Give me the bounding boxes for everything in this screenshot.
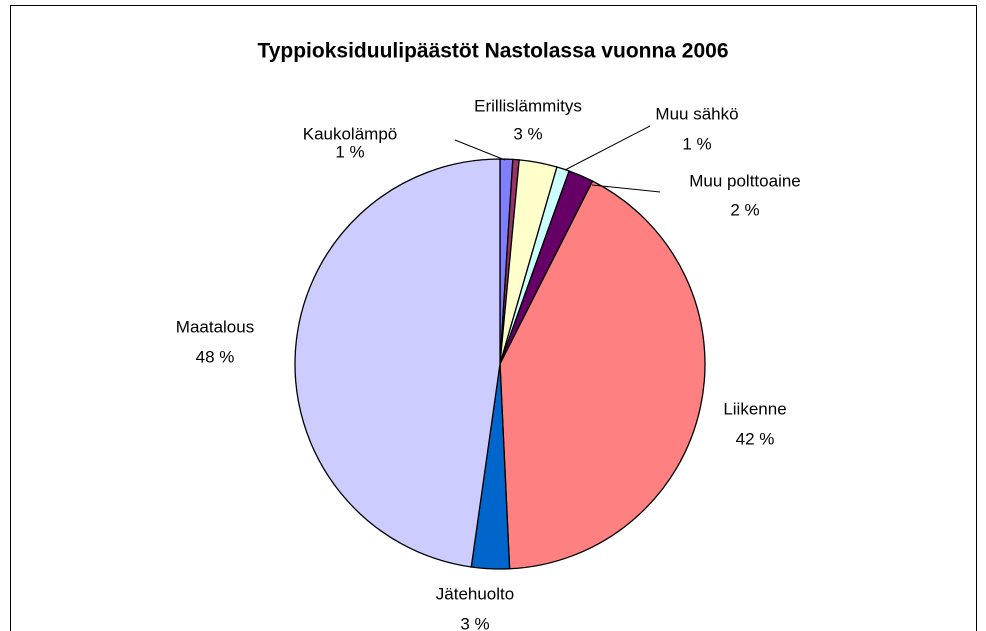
pie-slice <box>499 180 706 570</box>
slice-label: Muu polttoaine <box>689 171 801 190</box>
slice-value-label: 1 % <box>335 142 364 161</box>
slice-value-label: 48 % <box>196 347 235 366</box>
leader-line <box>591 184 661 193</box>
slice-label: Muu sähkö <box>655 104 738 123</box>
slice-label: Jätehuolto <box>436 584 514 603</box>
slice-value-label: 3 % <box>460 614 489 631</box>
slice-label: Erillislämmitys <box>474 96 582 115</box>
leader-line <box>564 125 651 171</box>
slice-label: Maatalous <box>176 317 254 336</box>
leader-line <box>454 139 506 161</box>
slice-label: Kaukolämpö <box>303 124 398 143</box>
slice-value-label: 2 % <box>730 200 759 219</box>
slice-value-label: 42 % <box>736 429 775 448</box>
slice-value-label: 1 % <box>682 134 711 153</box>
slice-value-label: 3 % <box>513 124 542 143</box>
slice-label: Liikenne <box>723 399 786 418</box>
pie-slice <box>294 158 501 568</box>
chart-title: Typpioksiduulipäästöt Nastolassa vuonna … <box>257 40 728 63</box>
